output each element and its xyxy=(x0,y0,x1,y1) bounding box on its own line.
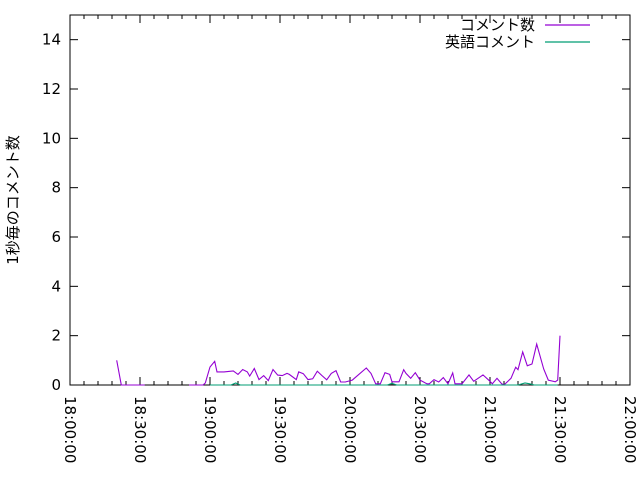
x-tick-label: 21:00:00 xyxy=(481,396,499,463)
series-line-1 xyxy=(210,382,558,386)
y-tick-label: 10 xyxy=(42,129,61,147)
x-tick-label: 21:30:00 xyxy=(551,396,569,463)
series-line-0 xyxy=(116,360,145,386)
y-tick-label: 4 xyxy=(51,277,61,295)
plot-lines xyxy=(116,335,561,386)
y-tick-label: 0 xyxy=(51,376,61,394)
legend-label-0: コメント数 xyxy=(460,16,535,34)
plot-border xyxy=(69,14,631,386)
x-tick-label: 18:30:00 xyxy=(131,396,149,463)
x-tick-label: 19:00:00 xyxy=(201,396,219,463)
x-tick-label: 22:00:00 xyxy=(621,396,639,463)
x-tick-label: 20:00:00 xyxy=(341,396,359,463)
y-tick-label: 8 xyxy=(51,179,61,197)
x-tick-label: 20:30:00 xyxy=(411,396,429,463)
axes: 0 2 4 6 8 10 12 14 18:00:00 18:30:00 19:00:00 19:30… xyxy=(42,14,639,463)
x-tick-label: 18:00:00 xyxy=(61,396,79,463)
y-tick-label: 6 xyxy=(51,228,61,246)
series-line-0 xyxy=(189,335,561,386)
x-tick-label: 19:30:00 xyxy=(271,396,289,463)
legend-label-1: 英語コメント xyxy=(445,33,535,51)
y-axis-label: 1秒毎のコメント数 xyxy=(4,135,22,265)
legend: コメント数 英語コメント xyxy=(445,16,590,51)
y-tick-label: 14 xyxy=(42,31,61,49)
y-tick-label: 12 xyxy=(42,80,61,98)
y-tick-label: 2 xyxy=(51,327,61,345)
